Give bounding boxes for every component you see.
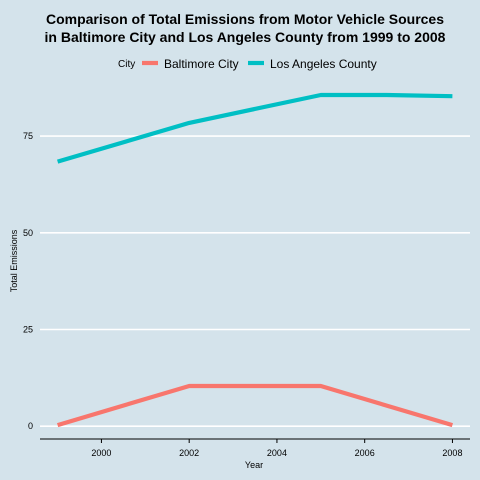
y-tick-label: 75: [23, 131, 33, 141]
series-line-baltimore-city: [57, 383, 453, 428]
y-tick-label: 25: [23, 325, 33, 335]
y-tick-label: 0: [28, 421, 33, 431]
legend-title: City: [118, 59, 135, 70]
gridlines: [40, 135, 470, 428]
x-axis-ticks: 2000 2002 2004 2006 2008: [91, 439, 462, 458]
chart-subtitle: in Baltimore City and Los Angeles County…: [45, 29, 446, 45]
x-axis-label: Year: [245, 460, 263, 470]
x-tick-label: 2004: [267, 448, 287, 458]
x-tick-label: 2008: [442, 448, 462, 458]
y-tick-label: 50: [23, 228, 33, 238]
x-tick-label: 2006: [355, 448, 375, 458]
chart-title: Comparison of Total Emissions from Motor…: [46, 11, 444, 27]
legend: City Baltimore City Los Angeles County: [118, 57, 377, 71]
x-tick-label: 2000: [91, 448, 111, 458]
y-axis-ticks: 0 25 50 75: [23, 131, 33, 431]
legend-label-los-angeles-county: Los Angeles County: [270, 57, 377, 71]
y-axis-label: Total Emissions: [9, 229, 19, 292]
x-tick-label: 2002: [179, 448, 199, 458]
series-line-los-angeles-county: [57, 92, 453, 164]
series-lines: [57, 92, 453, 428]
legend-label-baltimore-city: Baltimore City: [164, 57, 239, 71]
